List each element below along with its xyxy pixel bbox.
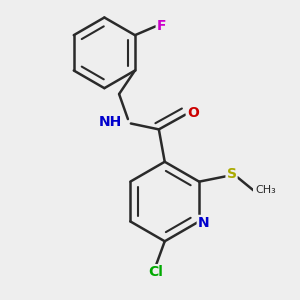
Text: Cl: Cl	[148, 265, 163, 279]
Text: CH₃: CH₃	[255, 185, 276, 196]
Text: S: S	[226, 167, 236, 181]
Text: F: F	[157, 19, 166, 33]
Text: NH: NH	[99, 115, 122, 129]
Text: N: N	[198, 216, 209, 230]
Text: O: O	[187, 106, 199, 120]
